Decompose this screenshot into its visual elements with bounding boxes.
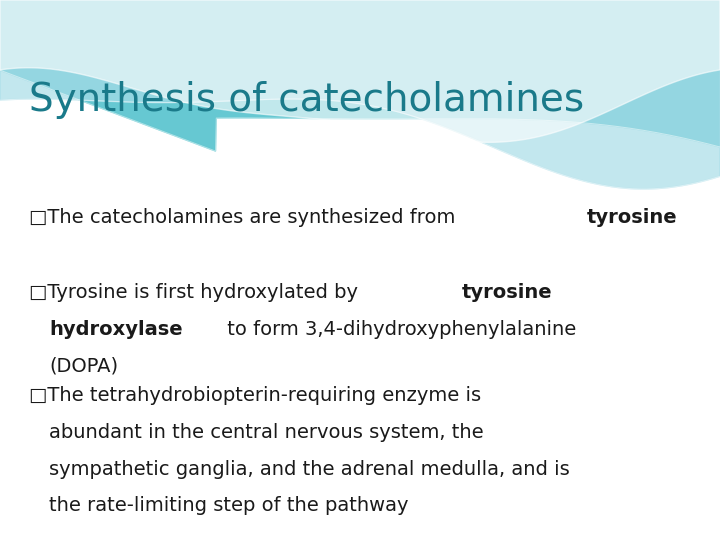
Text: (DOPA): (DOPA): [49, 357, 118, 376]
Text: to form 3,4-dihydroxyphenylalanine: to form 3,4-dihydroxyphenylalanine: [221, 320, 577, 339]
Text: tyrosine: tyrosine: [462, 284, 552, 302]
Text: Synthesis of catecholamines: Synthesis of catecholamines: [29, 81, 584, 119]
Text: □The catecholamines are synthesized from: □The catecholamines are synthesized from: [29, 208, 462, 227]
Text: sympathetic ganglia, and the adrenal medulla, and is: sympathetic ganglia, and the adrenal med…: [49, 460, 570, 478]
Text: tyrosine: tyrosine: [587, 208, 678, 227]
Text: abundant in the central nervous system, the: abundant in the central nervous system, …: [49, 423, 484, 442]
Text: the rate-limiting step of the pathway: the rate-limiting step of the pathway: [49, 496, 408, 515]
Text: hydroxylase: hydroxylase: [49, 320, 183, 339]
Text: □The tetrahydrobiopterin-requiring enzyme is: □The tetrahydrobiopterin-requiring enzym…: [29, 386, 481, 405]
Text: □Tyrosine is first hydroxylated by: □Tyrosine is first hydroxylated by: [29, 284, 364, 302]
